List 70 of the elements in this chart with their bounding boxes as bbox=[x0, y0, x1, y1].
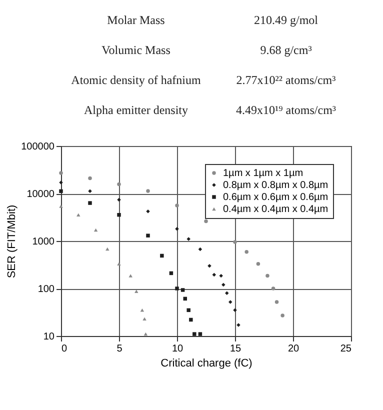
point bbox=[244, 250, 248, 254]
x-tick-label: 20 bbox=[288, 344, 300, 354]
x-tick-label: 10 bbox=[172, 344, 184, 354]
legend-label: 1µm x 1µm x 1µm bbox=[223, 168, 304, 179]
legend-label: 0.4µm x 0.4µm x 0.4µm bbox=[223, 204, 328, 215]
text: Volumic Mass bbox=[102, 43, 171, 57]
point bbox=[146, 189, 150, 193]
point bbox=[142, 317, 146, 320]
text: Atomic density of hafnium bbox=[71, 73, 202, 87]
point bbox=[117, 262, 121, 266]
point bbox=[144, 332, 148, 336]
point bbox=[212, 272, 216, 277]
x-tick-label: 5 bbox=[116, 344, 123, 354]
point bbox=[117, 198, 121, 202]
point bbox=[88, 201, 92, 205]
point bbox=[180, 288, 185, 292]
legend-label: 0.8µm x 0.8µm x 0.8µm bbox=[223, 180, 328, 191]
point bbox=[134, 290, 138, 293]
point bbox=[233, 240, 237, 244]
text: 2.77x10²² atoms/cm³ bbox=[236, 73, 336, 87]
y-tick-label: 10000 bbox=[26, 189, 55, 200]
point bbox=[228, 300, 232, 304]
point bbox=[208, 264, 212, 268]
text: 9.68 g/cm³ bbox=[260, 43, 312, 57]
point bbox=[183, 296, 187, 301]
text: Molar Mass bbox=[107, 13, 166, 27]
point bbox=[186, 308, 190, 312]
point bbox=[198, 332, 202, 336]
text: 210.49 g/mol bbox=[254, 13, 319, 27]
point bbox=[88, 189, 92, 194]
point bbox=[76, 213, 80, 216]
point bbox=[106, 247, 110, 251]
point bbox=[175, 227, 179, 231]
point bbox=[117, 182, 121, 186]
point bbox=[117, 212, 121, 217]
point bbox=[189, 318, 193, 322]
point bbox=[160, 254, 164, 258]
text: Alpha emitter density bbox=[84, 103, 188, 117]
point bbox=[222, 282, 226, 287]
point bbox=[204, 219, 208, 224]
point bbox=[59, 189, 63, 194]
y-axis-title: SER (FIT/Mbit) bbox=[6, 204, 18, 278]
point bbox=[274, 300, 279, 304]
text: 4.49x10¹⁹ atoms/cm³ bbox=[236, 103, 336, 117]
x-tick-label: 0 bbox=[62, 344, 68, 354]
point bbox=[175, 286, 179, 290]
y-tick-label: 100000 bbox=[21, 142, 55, 152]
x-tick-label: 15 bbox=[230, 344, 242, 354]
point bbox=[128, 274, 132, 278]
point bbox=[225, 291, 229, 295]
point bbox=[266, 274, 270, 278]
point bbox=[271, 286, 276, 290]
point bbox=[146, 234, 150, 238]
point bbox=[192, 332, 196, 336]
point bbox=[233, 308, 237, 312]
x-axis-title: Critical charge (fC) bbox=[160, 358, 252, 370]
point bbox=[59, 171, 63, 175]
point bbox=[140, 308, 144, 312]
point bbox=[280, 314, 284, 318]
point bbox=[175, 204, 179, 208]
y-tick-label: 1000 bbox=[32, 236, 55, 248]
point bbox=[88, 176, 92, 180]
x-tick-label: 25 bbox=[340, 344, 352, 354]
point bbox=[256, 262, 260, 266]
point bbox=[59, 204, 63, 208]
y-tick-label: 10 bbox=[43, 332, 55, 342]
y-tick-label: 100 bbox=[38, 284, 55, 295]
point bbox=[94, 228, 98, 232]
point bbox=[219, 274, 223, 278]
legend-label: 0.6µm x 0.6µm x 0.6µm bbox=[223, 192, 328, 203]
